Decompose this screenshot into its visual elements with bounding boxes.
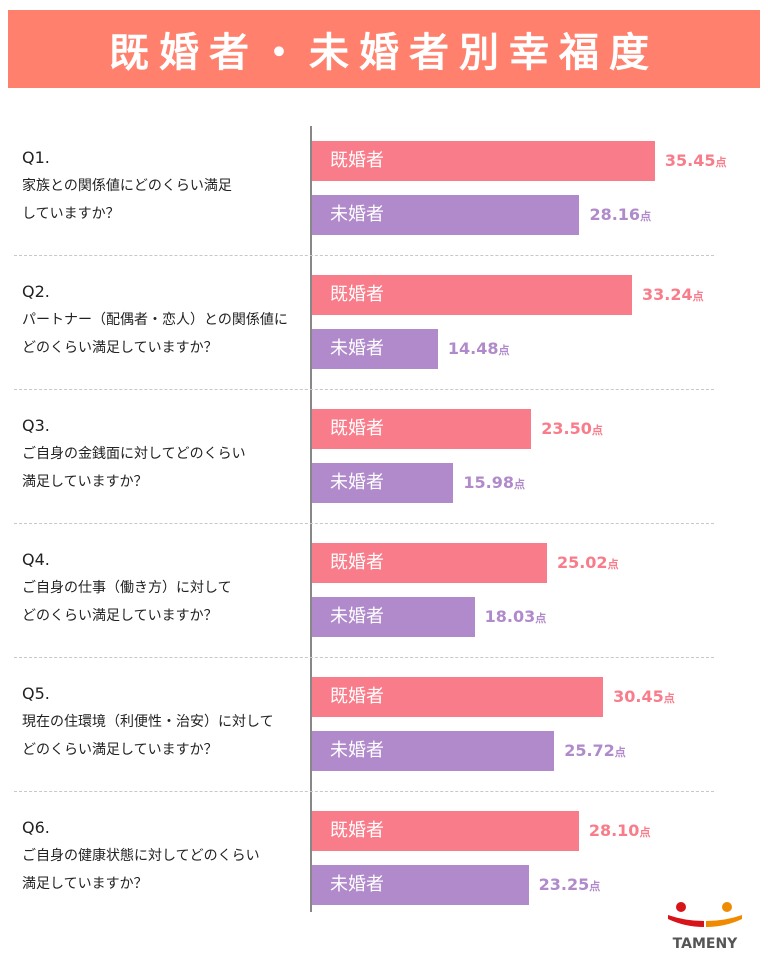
value-unit: 点: [640, 210, 652, 223]
question-number: Q3.: [22, 416, 50, 435]
value-label-married: 28.10点: [589, 811, 651, 853]
section-divider: [14, 657, 714, 658]
value-number: 25.72: [564, 741, 615, 760]
value-label-married: 33.24点: [642, 275, 704, 317]
value-unit: 点: [514, 478, 525, 491]
value-label-unmarried: 28.16点: [589, 195, 651, 237]
value-number: 18.03: [484, 607, 536, 626]
value-unit: 点: [607, 558, 619, 571]
bar-married: 既婚者: [312, 141, 655, 181]
question-label: Q5. 現在の住環境（利便性・治安）に対して どのくらい満足していますか？: [22, 680, 274, 764]
value-label-unmarried: 18.03点: [485, 597, 547, 639]
bar-married: 既婚者: [312, 543, 547, 583]
bar-married: 既婚者: [312, 275, 633, 315]
bar-unmarried: 未婚者: [312, 329, 438, 369]
bar-unmarried: 未婚者: [312, 731, 555, 771]
value-label-married: 25.02点: [557, 543, 619, 585]
question-label: Q4. ご自身の仕事（働き方）に対して どのくらい満足していますか？: [22, 546, 232, 630]
question-text-line: どのくらい満足していますか？: [22, 340, 218, 356]
question-number: Q5.: [22, 684, 50, 703]
value-unit: 点: [663, 692, 675, 705]
value-label-married: 23.50点: [541, 409, 603, 451]
value-number: 30.45: [613, 687, 664, 706]
value-number: 35.45: [664, 151, 716, 170]
question-text-line: 満足していますか？: [22, 474, 148, 490]
bar-married: 既婚者: [312, 409, 532, 449]
bar-married: 既婚者: [312, 677, 604, 717]
question-text-line: 家族との関係値にどのくらい満足: [22, 178, 232, 194]
question-text-line: 現在の住環境（利便性・治安）に対して: [22, 714, 274, 730]
question-number: Q6.: [22, 818, 50, 837]
value-unit: 点: [591, 424, 603, 437]
value-label-unmarried: 15.98点: [463, 463, 525, 505]
question-label: Q3. ご自身の金銭面に対してどのくらい 満足していますか？: [22, 412, 246, 496]
page-title: 既婚者・未婚者別幸福度: [109, 30, 659, 76]
value-number: 23.25: [538, 875, 590, 894]
value-unit: 点: [498, 344, 510, 357]
question-text-line: ご自身の金銭面に対してどのくらい: [22, 446, 246, 462]
question-text-line: ご自身の健康状態に対してどのくらい: [22, 848, 260, 864]
value-number: 23.50: [541, 419, 592, 438]
question-number: Q4.: [22, 550, 50, 569]
question-text-line: どのくらい満足していますか？: [22, 608, 218, 624]
title-banner: 既婚者・未婚者別幸福度: [8, 10, 760, 88]
section-divider: [14, 255, 714, 256]
section-divider: [14, 523, 714, 524]
value-label-married: 30.45点: [613, 677, 675, 719]
value-number: 15.98: [463, 473, 514, 492]
question-label: Q6. ご自身の健康状態に対してどのくらい 満足していますか？: [22, 814, 260, 898]
question-number: Q1.: [22, 148, 50, 167]
bar-unmarried: 未婚者: [312, 195, 580, 235]
value-unit: 点: [692, 290, 704, 303]
question-text-line: していますか？: [22, 206, 120, 222]
value-label-unmarried: 14.48点: [448, 329, 510, 371]
value-label-unmarried: 25.72点: [564, 731, 626, 773]
value-number: 33.24: [642, 285, 693, 304]
section-divider: [14, 389, 714, 390]
question-text-line: パートナー（配偶者・恋人）との関係値に: [22, 312, 288, 328]
axis-line: [310, 126, 312, 912]
value-number: 28.10: [588, 821, 640, 840]
tameny-logo: TAMENY: [668, 902, 742, 952]
question-text-line: どのくらい満足していますか？: [22, 742, 218, 758]
value-label-unmarried: 23.25点: [539, 865, 601, 907]
value-unit: 点: [715, 156, 727, 169]
value-number: 25.02: [556, 553, 608, 572]
question-text-line: ご自身の仕事（働き方）に対して: [22, 580, 232, 596]
value-number: 28.16: [589, 205, 641, 224]
value-unit: 点: [639, 826, 651, 839]
question-label: Q2. パートナー（配偶者・恋人）との関係値に どのくらい満足していますか？: [22, 278, 288, 362]
bar-married: 既婚者: [312, 811, 579, 851]
bar-unmarried: 未婚者: [312, 463, 454, 503]
value-unit: 点: [614, 746, 626, 759]
value-unit: 点: [589, 880, 601, 893]
value-number: 14.48: [447, 339, 499, 358]
question-text-line: 満足していますか？: [22, 876, 148, 892]
value-label-married: 35.45点: [665, 141, 727, 183]
section-divider: [14, 791, 714, 792]
value-unit: 点: [535, 612, 547, 625]
bar-unmarried: 未婚者: [312, 597, 475, 637]
question-number: Q2.: [22, 282, 50, 301]
svg-text:TAMENY: TAMENY: [673, 936, 739, 952]
bar-unmarried: 未婚者: [312, 865, 529, 905]
question-label: Q1. 家族との関係値にどのくらい満足 していますか？: [22, 144, 232, 228]
